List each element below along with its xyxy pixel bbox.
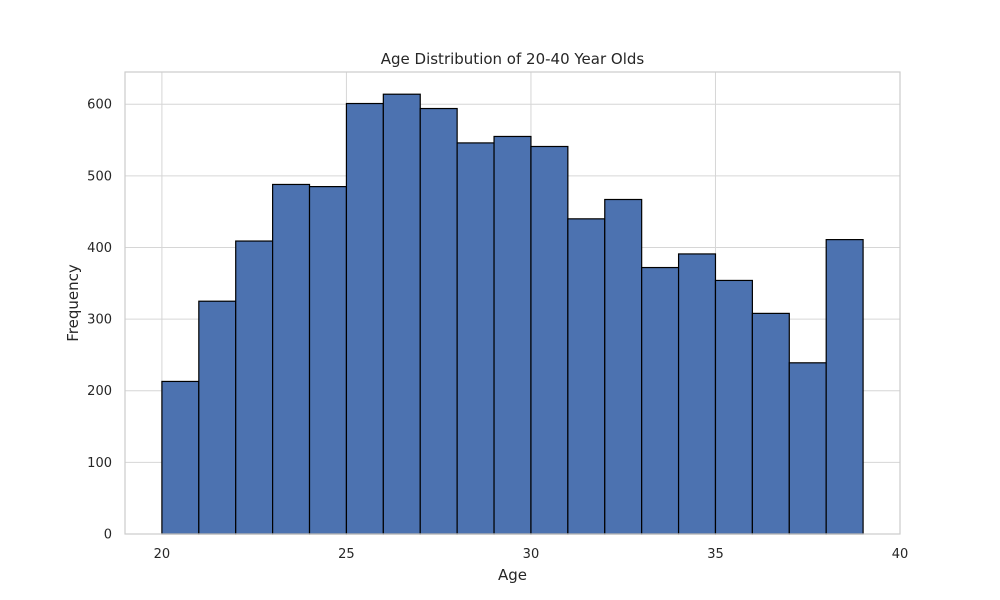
x-tick-label: 40	[892, 547, 909, 562]
x-tick-label: 30	[523, 547, 540, 562]
x-axis-label: Age	[498, 566, 527, 584]
histogram-bar	[272, 183, 311, 535]
histogram-bar	[493, 135, 532, 535]
histogram-bar	[714, 279, 753, 535]
histogram-bar	[161, 380, 200, 535]
y-tick-label: 0	[104, 528, 112, 543]
y-tick-label: 600	[87, 98, 112, 113]
histogram-bar	[419, 107, 458, 535]
y-tick-label: 300	[87, 313, 112, 328]
histogram-bar	[677, 253, 717, 535]
y-tick-label: 500	[87, 169, 112, 184]
x-tick-label: 35	[707, 547, 724, 562]
histogram-bar	[235, 240, 274, 535]
x-tick-label: 25	[338, 547, 355, 562]
histogram-bar	[382, 93, 421, 535]
y-tick-label: 200	[87, 384, 112, 399]
y-axis-label: Frequency	[64, 264, 82, 342]
histogram-bar	[825, 239, 864, 535]
histogram-bar	[567, 218, 606, 535]
bar-layer	[161, 93, 864, 535]
histogram-bar	[456, 142, 495, 535]
histogram-bar	[198, 300, 237, 535]
histogram-bar	[641, 266, 680, 535]
plot-frame	[124, 71, 901, 535]
histogram-bar	[751, 312, 790, 535]
y-tick-label: 100	[87, 456, 112, 471]
histogram-bar	[345, 102, 384, 535]
x-tick-label: 20	[154, 547, 171, 562]
histogram-bar	[788, 362, 827, 535]
y-tick-label: 400	[87, 241, 112, 256]
histogram-bar	[604, 198, 643, 535]
chart-title: Age Distribution of 20-40 Year Olds	[381, 50, 645, 68]
histogram-bar	[308, 186, 348, 535]
histogram-bar	[530, 145, 569, 535]
